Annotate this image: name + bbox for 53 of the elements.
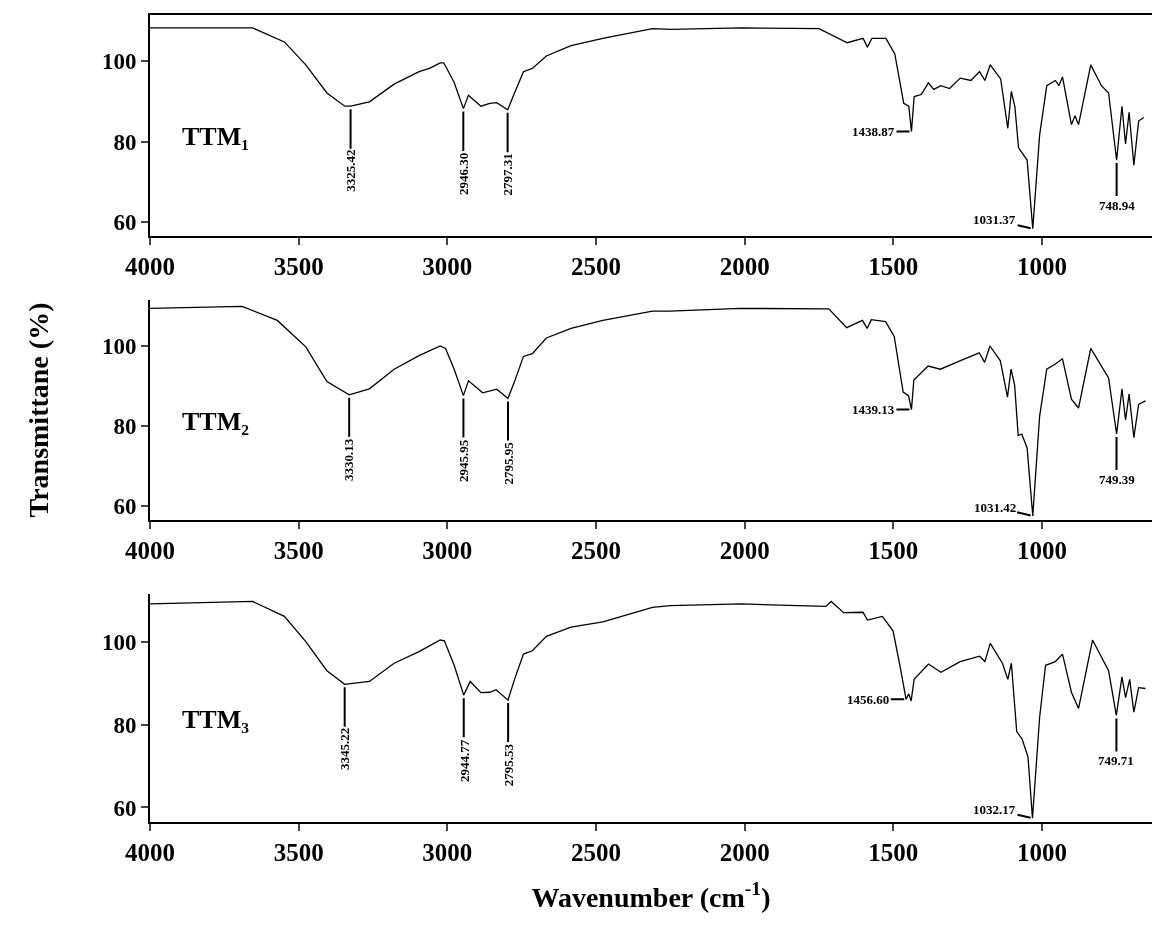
annotation: 1032.17 — [973, 802, 1016, 817]
x-tick-label: 3000 — [422, 839, 473, 866]
y-tick-label: 100 — [101, 629, 137, 655]
x-tick-label: 1500 — [868, 253, 919, 280]
x-tick-label: 3500 — [273, 839, 324, 866]
x-tick-label: 3000 — [422, 537, 473, 564]
annotation: 2795.95 — [500, 441, 516, 485]
x-tick-label: 3500 — [273, 537, 324, 564]
annotation: 2797.31 — [499, 153, 515, 196]
x-tick-label: 2500 — [570, 537, 621, 564]
annotation: 2795.53 — [501, 743, 516, 787]
text: TTM₃ — [182, 705, 250, 734]
x-tick-label: 3500 — [273, 253, 324, 280]
y-tick-label: 100 — [101, 49, 137, 75]
x-tick-label: 1000 — [1016, 839, 1067, 866]
annotation: 1439.13 — [852, 402, 895, 417]
x-tick-label: 1500 — [868, 839, 919, 866]
text: TTM₁ — [182, 122, 250, 151]
annotation: 1438.87 — [852, 124, 895, 139]
x-tick-label: 1500 — [868, 537, 919, 564]
x-tick-label: 4000 — [125, 839, 175, 866]
y-tick-label: 80 — [113, 414, 137, 440]
x-tick-label: 2500 — [570, 253, 621, 280]
x-tick-label: 4000 — [125, 253, 175, 280]
x-tick-label: 2500 — [570, 839, 621, 866]
x-tick-label: 2000 — [719, 537, 770, 564]
annotation: 3325.42 — [343, 149, 359, 192]
x-axis-title: Wavenumber (cm$^{-1}$) — [531, 877, 771, 913]
annotation: 749.39 — [1099, 472, 1136, 487]
annotation: 1031.42 — [974, 500, 1017, 515]
x-tick-label: 4000 — [125, 537, 175, 564]
y-tick-label: 80 — [113, 129, 137, 155]
text: TTM₂ — [182, 407, 250, 436]
y-tick-label: 60 — [113, 209, 137, 235]
annotation: 2944.77 — [456, 739, 472, 782]
x-tick-label: 1000 — [1016, 253, 1067, 280]
annotation: 2946.30 — [455, 152, 471, 195]
y-axis-title: Transmittane (%) — [23, 302, 55, 518]
y-tick-label: 100 — [101, 334, 137, 360]
x-tick-label: 2000 — [719, 839, 770, 866]
y-tick-label: 80 — [113, 712, 137, 738]
x-tick-label: 2000 — [719, 253, 770, 280]
y-tick-label: 60 — [113, 494, 137, 520]
y-tick-label: 60 — [113, 795, 137, 821]
annotation: 3330.13 — [341, 438, 357, 481]
annotation: 748.94 — [1099, 198, 1136, 213]
x-tick-label: 1000 — [1016, 537, 1067, 564]
annotation: 3345.22 — [337, 727, 353, 771]
annotation: 1031.37 — [973, 212, 1016, 227]
x-tick-label: 3000 — [422, 253, 473, 280]
annotation: 1456.60 — [847, 692, 890, 707]
annotation: 2945.95 — [455, 439, 471, 482]
annotation: 749.71 — [1098, 753, 1134, 768]
